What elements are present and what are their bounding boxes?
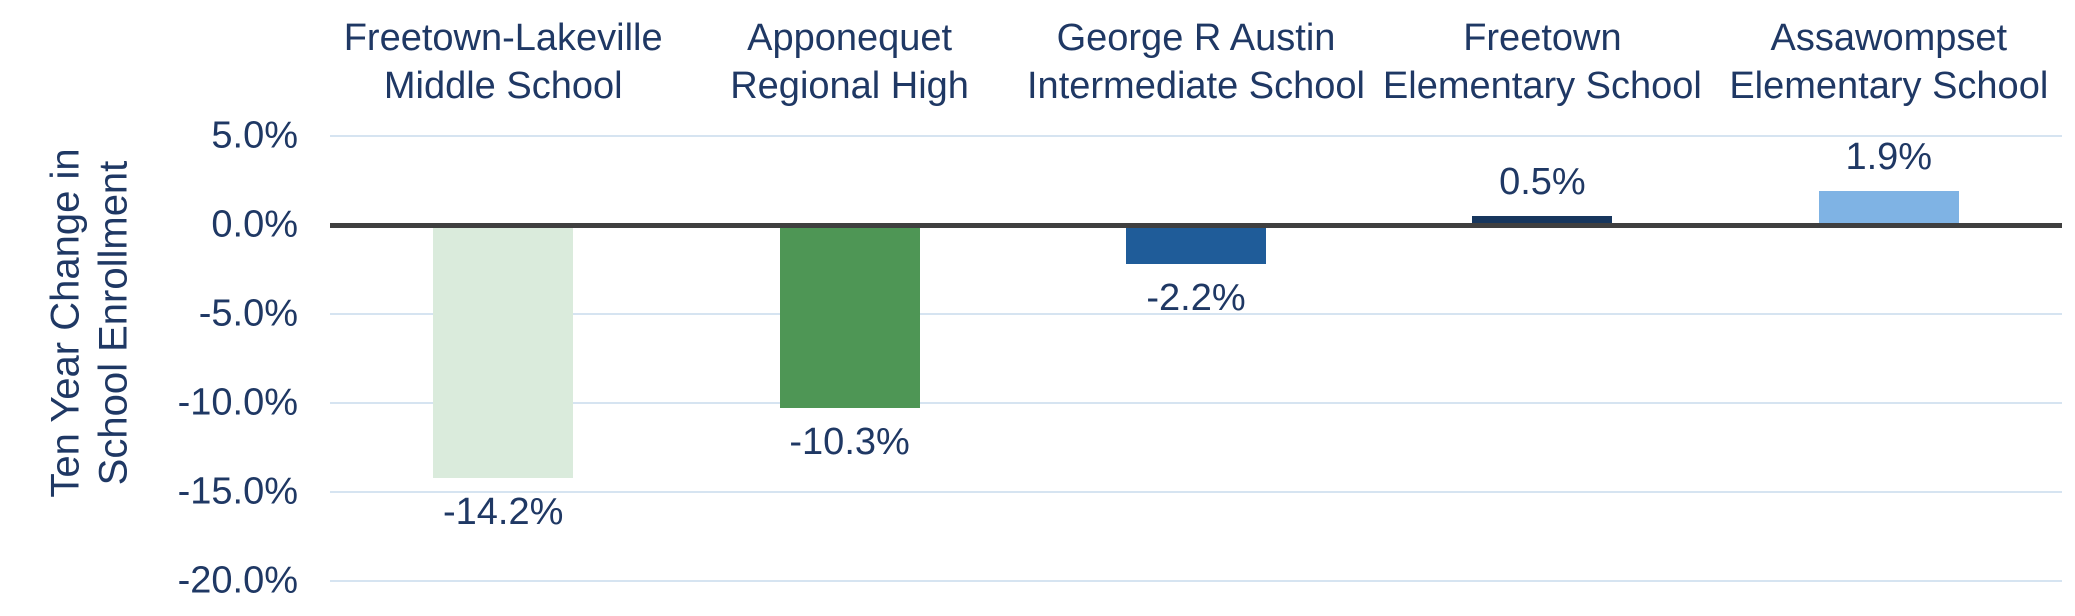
gridline <box>330 313 2062 315</box>
chart-bar <box>433 225 574 478</box>
category-label-line1: George R Austin <box>1056 17 1336 59</box>
category-label-line2: Regional High <box>730 65 969 107</box>
value-label: 1.9% <box>1845 136 1933 179</box>
y-tick-label: 5.0% <box>211 114 298 157</box>
y-tick-label: 0.0% <box>211 203 298 246</box>
category-label-line2: Intermediate School <box>1027 65 1365 107</box>
category-label-line2: Middle School <box>383 65 623 107</box>
category-label-line1: Apponequet <box>747 17 953 59</box>
value-label: -2.2% <box>1146 277 1246 320</box>
category-label-line1: Freetown <box>1463 17 1622 59</box>
category-label: Apponequet Regional High <box>615 14 1085 110</box>
y-tick-label: -15.0% <box>177 470 298 513</box>
value-label: -10.3% <box>789 421 910 464</box>
value-label: -14.2% <box>442 490 564 533</box>
y-tick-label: -10.0% <box>177 381 298 424</box>
chart-bar <box>1818 191 1959 225</box>
gridline <box>330 402 2062 404</box>
category-label-line2: Elementary School <box>1382 65 1702 107</box>
y-tick-label: -20.0% <box>177 559 298 602</box>
zero-axis-line <box>330 223 2062 228</box>
category-label: Freetown-Lakeville Middle School <box>268 14 738 110</box>
category-label: Freetown Elementary School <box>1307 14 1777 110</box>
value-label: 0.5% <box>1499 161 1586 204</box>
gridline <box>330 135 2062 137</box>
category-label-line1: Freetown-Lakeville <box>343 17 663 59</box>
category-label-line1: Assawompset <box>1770 17 2008 59</box>
gridline <box>330 580 2062 582</box>
gridline <box>330 491 2062 493</box>
chart-bar <box>1472 216 1613 225</box>
category-label: Assawompset Elementary School <box>1654 14 2075 110</box>
chart-bar <box>1126 225 1266 265</box>
y-tick-label: -5.0% <box>198 292 298 335</box>
category-label: George R Austin Intermediate School <box>961 14 1431 110</box>
category-label-line2: Elementary School <box>1729 65 2049 107</box>
chart-bar <box>779 225 920 409</box>
